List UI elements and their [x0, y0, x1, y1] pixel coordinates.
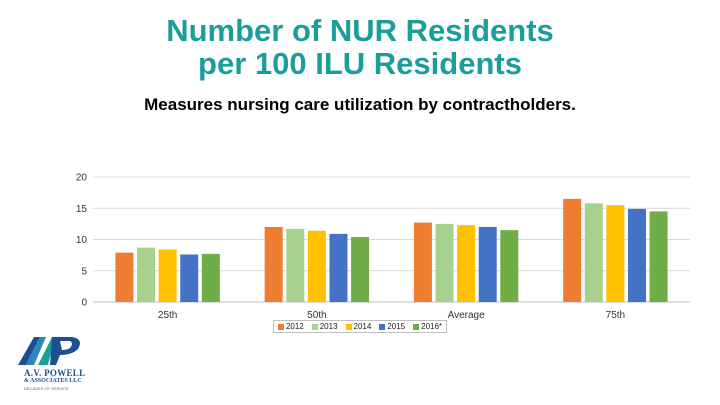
bar-2012-average [413, 222, 432, 302]
legend-label: 2014 [353, 322, 372, 331]
bar-2016-50th [351, 237, 370, 302]
y-axis-ticks: 0 5 10 15 20 [76, 173, 88, 309]
legend-label: 2016* [421, 322, 443, 331]
bar-2016-25th [201, 253, 220, 302]
x-axis-ticks: 25th 50th Average 75th [158, 310, 625, 321]
bar-2014-average [457, 225, 476, 302]
chart-subtitle: Measures nursing care utilization by con… [144, 95, 576, 114]
logo-tagline: DECADES OF SERVICE [24, 386, 69, 391]
legend-swatch [413, 323, 420, 330]
x-tick-label: 25th [158, 310, 177, 321]
x-tick-label: 50th [307, 310, 326, 321]
legend-swatch [379, 323, 386, 330]
x-tick-label: 75th [606, 310, 625, 321]
logo-subname: & ASSOCIATES LLC [24, 378, 82, 384]
legend-item: 2014 [345, 322, 372, 331]
title-line-1: Number of NUR Residents [166, 13, 554, 48]
bar-2015-average [478, 227, 497, 302]
legend: 2012 2013 2014 2015 2016* [0, 320, 720, 333]
legend-label: 2012 [285, 322, 304, 331]
y-tick-label: 10 [76, 235, 88, 246]
legend-box: 2012 2013 2014 2015 2016* [272, 320, 448, 333]
bars [115, 198, 668, 302]
legend-swatch [345, 323, 352, 330]
legend-item: 2013 [311, 322, 338, 331]
bar-2014-75th [606, 205, 625, 302]
y-tick-label: 0 [81, 298, 87, 309]
legend-item: 2015 [379, 322, 405, 331]
bar-2013-25th [137, 247, 156, 302]
bar-2013-75th [584, 203, 603, 302]
bar-2016-75th [649, 211, 668, 302]
company-logo-icon [18, 337, 80, 365]
bar-2015-50th [329, 233, 348, 302]
bar-2012-25th [115, 252, 134, 302]
legend-swatch [311, 323, 318, 330]
bar-2015-25th [180, 254, 199, 302]
bar-2014-25th [158, 249, 177, 302]
legend-item: 2016* [413, 322, 442, 331]
x-tick-label: Average [448, 310, 486, 321]
legend-label: 2013 [319, 322, 338, 331]
legend-swatch [277, 323, 284, 330]
y-tick-label: 5 [81, 266, 87, 277]
y-tick-label: 15 [76, 204, 88, 215]
chart-title: Number of NUR Residents per 100 ILU Resi… [0, 14, 720, 80]
title-line-2: per 100 ILU Residents [198, 46, 522, 81]
bar-2014-50th [307, 230, 326, 302]
logo-name: A.V. POWELL [24, 368, 86, 378]
bar-2013-average [435, 223, 454, 302]
bar-2015-75th [627, 208, 646, 302]
bar-2012-75th [563, 198, 582, 302]
bar-2012-50th [264, 227, 283, 302]
legend-label: 2015 [387, 322, 406, 331]
bar-2016-average [500, 230, 519, 302]
y-tick-label: 20 [76, 173, 88, 184]
bar-2013-50th [286, 228, 305, 302]
legend-item: 2012 [277, 322, 304, 331]
